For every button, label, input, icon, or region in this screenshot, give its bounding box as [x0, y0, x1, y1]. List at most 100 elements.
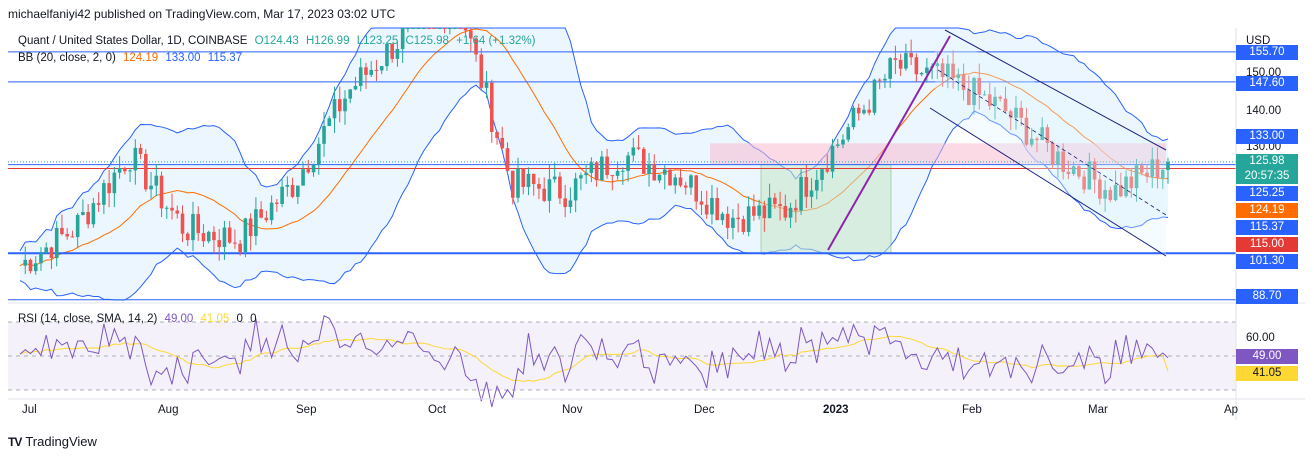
candle-body: [1056, 151, 1060, 165]
candle-body: [636, 147, 641, 149]
candle-body: [956, 74, 961, 78]
candle-body: [835, 144, 840, 146]
candle-body: [248, 218, 253, 237]
ohlc-high: H126.99: [306, 35, 350, 47]
candle-body: [1050, 142, 1055, 165]
candle-body: [254, 209, 258, 237]
candle-body: [311, 164, 316, 173]
candle-body: [694, 175, 699, 202]
candle-body: [641, 148, 646, 174]
price-tick-130: 130.00: [1246, 141, 1282, 153]
candle-body: [343, 98, 347, 112]
candle-body: [862, 109, 866, 114]
candle-body: [872, 79, 877, 113]
candle-body: [374, 69, 379, 71]
candle-body: [1024, 117, 1029, 145]
candle-body: [526, 173, 531, 187]
candle-body: [81, 212, 85, 215]
candle-body: [128, 170, 132, 172]
candle-body: [647, 163, 651, 174]
candle-body: [1160, 169, 1165, 179]
candle-body: [736, 217, 740, 220]
candle-body: [505, 148, 510, 171]
candle-body: [107, 183, 111, 194]
price-tag: 147.60: [1236, 76, 1298, 91]
candle-body: [898, 59, 903, 69]
candle-body: [547, 179, 552, 201]
candle-body: [484, 82, 489, 88]
candle-body: [841, 139, 845, 145]
time-label: Ap: [1224, 404, 1239, 416]
candle-body: [448, 28, 452, 29]
time-label: Nov: [562, 404, 583, 416]
candle-body: [573, 178, 578, 201]
candle-body: [1029, 138, 1034, 145]
rsi-tick-60: 60.00: [1246, 332, 1275, 344]
footer-brand[interactable]: TV TradingView: [8, 434, 97, 449]
candle-body: [1071, 166, 1076, 175]
candle-body: [117, 168, 122, 173]
candle-body: [86, 212, 90, 225]
candle-body: [626, 155, 630, 171]
candle-body: [39, 253, 43, 264]
candle-body: [385, 43, 389, 67]
candle-body: [1119, 184, 1123, 197]
candle-body: [516, 168, 520, 198]
candle-body: [1113, 184, 1118, 201]
candle-body: [196, 214, 201, 234]
rsi-value: 49.00: [164, 313, 194, 325]
candle-body: [233, 242, 237, 244]
candle-body: [794, 207, 798, 211]
candle-body: [296, 185, 300, 197]
candle-body: [185, 233, 190, 241]
rsi-sma-value: 41.05: [200, 313, 230, 325]
candle-body: [275, 202, 279, 204]
candle-body: [825, 169, 830, 172]
candle-body: [615, 170, 620, 176]
candle-body: [820, 169, 824, 180]
candle-body: [1150, 159, 1155, 177]
candle-body: [725, 213, 730, 228]
candle-body: [379, 66, 384, 71]
candle-body: [222, 227, 227, 248]
candle-body: [510, 170, 515, 198]
candle-body: [306, 169, 311, 173]
candle-body: [201, 233, 206, 242]
candle-body: [1092, 161, 1097, 180]
candle-body: [149, 185, 153, 190]
candle-body: [1066, 171, 1071, 175]
rsi-label[interactable]: RSI (14, close, SMA, 14, 2): [18, 313, 158, 325]
candle-body: [552, 176, 557, 180]
candle-body: [1134, 165, 1139, 189]
candle-body: [175, 210, 180, 214]
candle-body: [631, 147, 636, 156]
candle-body: [159, 175, 164, 209]
time-label: Feb: [962, 404, 982, 416]
candle-body: [935, 63, 940, 67]
candle-body: [657, 174, 662, 181]
candle-body: [290, 184, 295, 197]
candle-body: [154, 175, 159, 186]
candle-body: [1129, 176, 1134, 189]
candle-body: [102, 183, 106, 205]
price-tag: 125.25: [1236, 186, 1298, 201]
candle-body: [531, 173, 536, 185]
candle-body: [741, 219, 746, 232]
rsi-tag: 41.05: [1236, 366, 1298, 381]
candle-body: [788, 207, 793, 218]
bb-label[interactable]: BB (20, close, 2, 0): [18, 52, 116, 64]
symbol-title[interactable]: Quant / United States Dollar, 1D, COINBA…: [18, 35, 248, 47]
candle-body: [830, 145, 835, 172]
tradingview-logo-icon: TV: [8, 434, 22, 449]
candle-body: [678, 177, 683, 186]
channel-lower-line: [929, 107, 1167, 257]
candle-body: [463, 28, 468, 31]
candle-body: [652, 163, 657, 181]
bb-lower-line: [19, 84, 1169, 301]
candle-body: [940, 63, 945, 78]
currency-label: USD: [1246, 35, 1271, 47]
candle-body: [621, 170, 625, 172]
candle-body: [138, 147, 143, 154]
price-tag: 115.00: [1236, 237, 1298, 252]
